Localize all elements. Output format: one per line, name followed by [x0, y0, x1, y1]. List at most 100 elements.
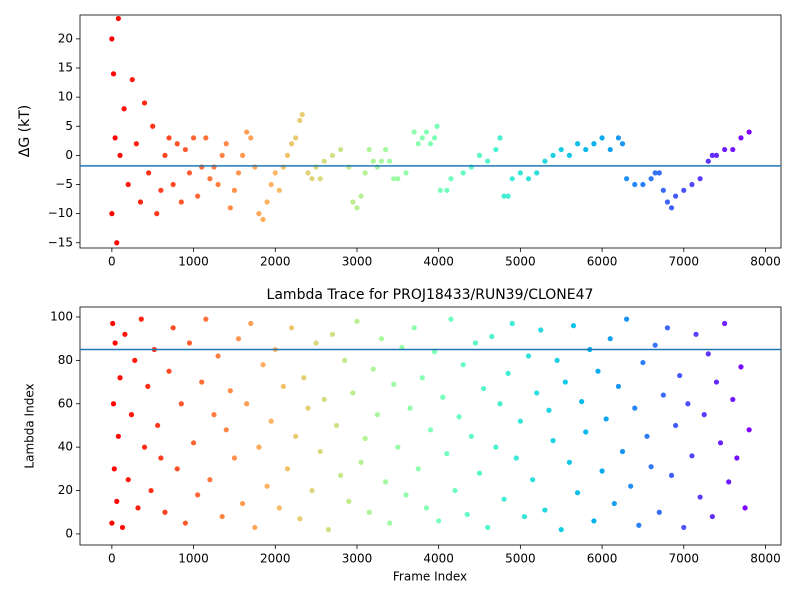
- point: [709, 513, 715, 520]
- point: [407, 405, 413, 411]
- point: [132, 357, 138, 363]
- point: [219, 152, 225, 158]
- point: [239, 152, 246, 158]
- point: [599, 135, 605, 141]
- point: [223, 427, 229, 433]
- point: [517, 170, 523, 176]
- point: [640, 359, 646, 366]
- point: [542, 507, 548, 513]
- point: [135, 505, 141, 511]
- point: [722, 320, 728, 327]
- point: [542, 158, 548, 164]
- point: [452, 487, 458, 494]
- x-tick-label: 8000: [750, 255, 781, 269]
- point: [110, 320, 116, 327]
- point: [574, 490, 581, 496]
- point: [325, 526, 331, 533]
- point: [693, 331, 699, 337]
- y-tick-label: 0: [65, 526, 73, 540]
- point: [195, 492, 201, 498]
- point: [399, 344, 405, 350]
- point: [623, 176, 630, 182]
- point: [195, 193, 201, 199]
- point: [437, 187, 443, 193]
- point: [689, 453, 695, 459]
- point: [166, 135, 172, 141]
- y-axis-label: ΔG (kT): [17, 105, 33, 157]
- point: [730, 396, 736, 403]
- point: [517, 418, 523, 424]
- point: [485, 524, 491, 531]
- point: [734, 455, 740, 461]
- x-tick-label: 7000: [669, 255, 700, 269]
- point: [579, 398, 585, 405]
- point: [207, 176, 213, 182]
- point: [133, 141, 139, 147]
- point: [611, 500, 617, 507]
- point: [436, 518, 442, 524]
- point: [309, 176, 315, 182]
- point: [583, 146, 589, 153]
- point: [501, 496, 507, 502]
- point: [329, 152, 336, 158]
- point: [378, 158, 385, 164]
- point: [148, 487, 154, 494]
- point: [444, 187, 450, 193]
- point: [583, 429, 589, 435]
- point: [431, 135, 438, 141]
- point: [155, 422, 161, 429]
- point: [619, 141, 626, 147]
- point: [309, 487, 315, 494]
- x-tick-label: 2000: [260, 552, 291, 566]
- point: [395, 176, 401, 182]
- y-tick-label: 0: [65, 148, 73, 162]
- point: [623, 316, 630, 322]
- point: [338, 146, 344, 153]
- point: [370, 158, 376, 164]
- point: [525, 176, 532, 182]
- point: [558, 526, 564, 533]
- point: [174, 141, 180, 147]
- point: [697, 494, 703, 500]
- point: [362, 170, 368, 176]
- point: [501, 193, 507, 199]
- point: [677, 372, 683, 379]
- x-tick-label: 3000: [342, 255, 373, 269]
- point: [550, 438, 556, 444]
- point: [472, 340, 479, 346]
- point: [726, 479, 732, 485]
- point: [538, 327, 544, 333]
- point: [415, 466, 421, 472]
- point: [652, 170, 658, 176]
- point: [722, 146, 728, 153]
- point: [260, 216, 266, 223]
- point: [158, 455, 164, 461]
- point: [664, 325, 671, 331]
- point: [603, 416, 609, 422]
- point: [411, 129, 417, 135]
- point: [158, 187, 164, 193]
- point: [166, 368, 172, 374]
- point: [423, 129, 430, 135]
- point: [489, 333, 495, 340]
- point: [121, 106, 127, 112]
- point: [125, 181, 131, 188]
- point: [546, 407, 552, 413]
- point: [317, 176, 323, 182]
- point: [190, 135, 197, 141]
- point: [141, 100, 148, 106]
- point: [289, 141, 295, 147]
- point: [656, 509, 662, 515]
- point: [481, 385, 487, 392]
- point: [111, 466, 117, 472]
- point: [227, 388, 233, 394]
- point: [717, 440, 724, 446]
- point: [448, 316, 454, 322]
- point: [713, 152, 720, 158]
- point: [137, 199, 144, 205]
- point: [313, 340, 319, 346]
- point: [358, 193, 364, 199]
- point: [122, 331, 128, 337]
- point: [415, 141, 421, 147]
- point: [668, 472, 675, 478]
